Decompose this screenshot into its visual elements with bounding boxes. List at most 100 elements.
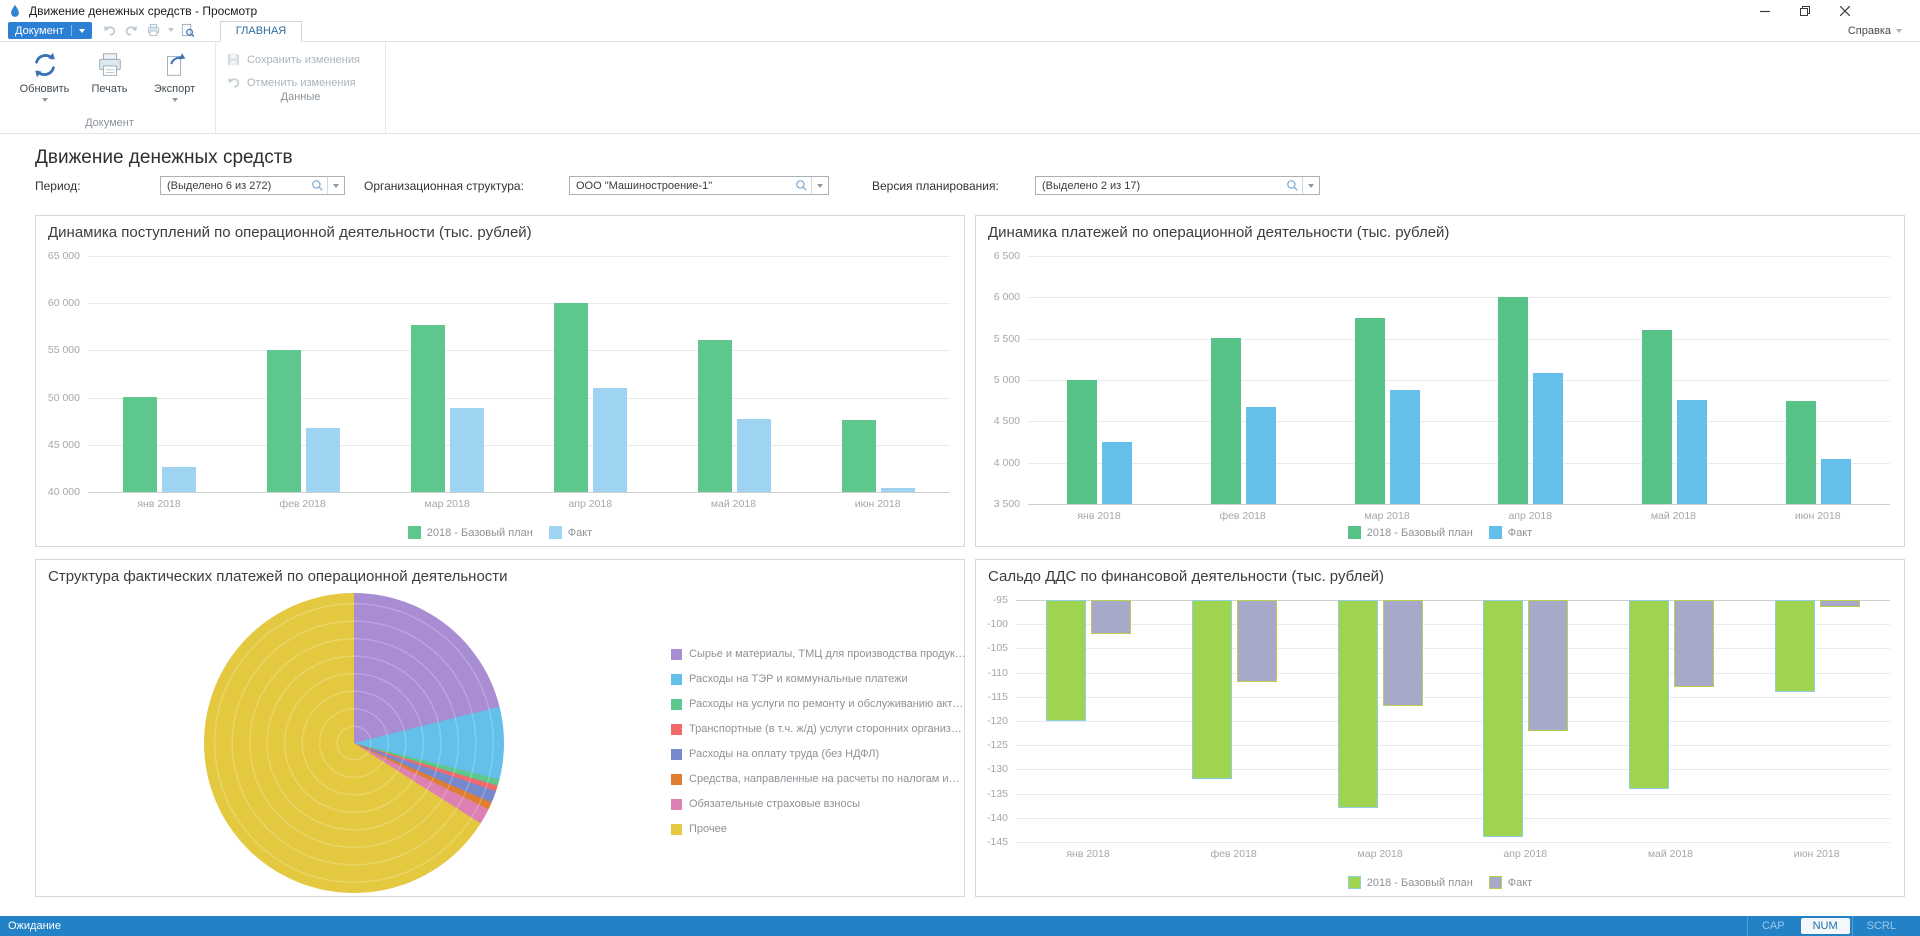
status-bar: Ожидание CAP NUM SCRL	[0, 916, 1920, 936]
bar-fact[interactable]	[1102, 442, 1133, 504]
chevron-down-icon[interactable]	[327, 177, 344, 194]
bar-fact[interactable]	[305, 427, 340, 492]
bar-plan[interactable]	[1354, 318, 1385, 504]
bar-fact[interactable]	[736, 419, 771, 492]
bar-group	[1483, 600, 1569, 842]
period-combobox[interactable]: (Выделено 6 из 272)	[160, 176, 345, 195]
gridline	[1016, 793, 1890, 795]
bar-group	[1641, 256, 1707, 504]
bar-fact[interactable]	[1528, 600, 1569, 731]
refresh-button[interactable]: Обновить	[14, 47, 75, 102]
pie-legend-item: Расходы на оплату труда (без НДФЛ)	[671, 748, 966, 760]
bar-plan[interactable]	[1191, 600, 1232, 780]
bar-plan[interactable]	[1067, 380, 1098, 504]
panel-title: Динамика платежей по операционной деятел…	[988, 224, 1450, 241]
bar-plan[interactable]	[1337, 600, 1378, 809]
undo-changes-button[interactable]: Отменить изменения	[226, 75, 371, 90]
minimize-button[interactable]	[1745, 0, 1785, 22]
refresh-dropdown-caret[interactable]	[41, 98, 48, 102]
quick-print-button[interactable]	[146, 22, 162, 38]
bar-group	[1210, 256, 1276, 504]
bar-plan[interactable]	[554, 303, 589, 492]
gridline	[1016, 721, 1890, 722]
legend-swatch	[671, 723, 682, 735]
bar-plan[interactable]	[1628, 600, 1669, 789]
legend-item: 2018 - Базовый план	[1347, 876, 1473, 889]
y-tick-label: -95	[992, 594, 1008, 606]
gridline	[1028, 421, 1890, 423]
bar-fact[interactable]	[1820, 458, 1851, 504]
bar-plan[interactable]	[1483, 600, 1524, 838]
bar-fact[interactable]	[162, 467, 197, 492]
pie-chart[interactable]	[204, 593, 504, 893]
undo-icon-button[interactable]	[102, 22, 118, 38]
restore-button[interactable]	[1785, 0, 1825, 22]
bar-fact[interactable]	[1819, 600, 1860, 608]
chevron-down-icon[interactable]	[1302, 177, 1319, 194]
bar-plan[interactable]	[1210, 337, 1241, 504]
bar-plan[interactable]	[266, 350, 301, 492]
gridline	[1016, 600, 1890, 601]
pie-legend-item: Сырье и материалы, ТМЦ для производства …	[671, 648, 966, 660]
org-structure-combobox[interactable]: ООО "Машиностроение-1"	[569, 176, 829, 195]
bar-fact[interactable]	[1676, 399, 1707, 504]
print-button[interactable]: Печать	[79, 47, 140, 95]
chevron-down-icon	[1896, 29, 1902, 33]
bar-plan[interactable]	[841, 420, 876, 492]
help-button[interactable]: Справка	[1848, 25, 1902, 37]
x-axis-label: фев 2018	[1210, 848, 1257, 860]
y-tick-label: -140	[986, 811, 1008, 824]
indicator-scrl: SCRL	[1851, 916, 1910, 936]
bar-fact[interactable]	[1389, 389, 1420, 504]
bar-fact[interactable]	[449, 407, 484, 492]
bar-fact[interactable]	[1673, 600, 1714, 688]
search-icon[interactable]	[791, 179, 811, 192]
bar-series	[1028, 256, 1890, 504]
document-menu-button[interactable]: Документ	[8, 22, 92, 39]
bar-group	[1337, 600, 1423, 842]
bar-group	[697, 256, 771, 492]
bar-plan[interactable]	[1785, 400, 1816, 504]
legend-label: Средства, направленные на расчеты по нал…	[689, 773, 960, 785]
redo-icon-button[interactable]	[124, 22, 140, 38]
bar-fact[interactable]	[1382, 600, 1423, 707]
pie-legend-item: Расходы на ТЭР и коммунальные платежи	[671, 673, 966, 685]
y-tick-label: -130	[986, 763, 1008, 776]
bar-plan[interactable]	[697, 340, 732, 492]
search-icon[interactable]	[307, 179, 327, 192]
ribbon-tab-row: Документ ГЛАВНАЯ Справка	[0, 21, 1920, 42]
plan-version-combobox[interactable]: (Выделено 2 из 17)	[1035, 176, 1320, 195]
bar-fact[interactable]	[1091, 600, 1132, 634]
legend-swatch	[671, 748, 682, 760]
bar-fact[interactable]	[593, 388, 628, 492]
search-icon[interactable]	[1282, 179, 1302, 192]
x-axis-label: июн 2018	[854, 498, 901, 510]
tab-glavnaya[interactable]: ГЛАВНАЯ	[219, 21, 303, 42]
export-button[interactable]: Экспорт	[144, 47, 205, 102]
bar-plan[interactable]	[1641, 330, 1672, 504]
export-label: Экспорт	[153, 83, 196, 95]
print-preview-button[interactable]	[180, 22, 196, 38]
bar-plan[interactable]	[1046, 600, 1087, 721]
refresh-icon	[34, 52, 55, 78]
export-dropdown-caret[interactable]	[171, 98, 178, 102]
bar-fact[interactable]	[1533, 372, 1564, 504]
bar-plan[interactable]	[410, 324, 445, 492]
bar-fact[interactable]	[1236, 600, 1277, 683]
gridline	[1028, 504, 1890, 505]
print-dropdown-caret[interactable]	[167, 28, 174, 32]
close-button[interactable]	[1825, 0, 1865, 22]
chevron-down-icon[interactable]	[811, 177, 828, 194]
chart-plot-area: 6 500 6 000 5 500 5 000 4 500 4 000 3 500	[994, 250, 1890, 510]
bar-fact[interactable]	[1245, 407, 1276, 504]
pie-legend-item: Расходы на услуги по ремонту и обслужива…	[671, 698, 966, 710]
legend-label: Транспортные (в т.ч. ж/д) услуги сторонн…	[689, 723, 962, 735]
indicator-cap: CAP	[1746, 916, 1799, 936]
y-tick-label: 55 000	[47, 344, 80, 357]
bar-fact[interactable]	[880, 488, 915, 492]
bar-plan[interactable]	[1774, 600, 1815, 692]
group-label-data: Данные	[280, 91, 321, 103]
bar-plan[interactable]	[123, 396, 158, 492]
bar-plan[interactable]	[1498, 296, 1529, 504]
save-changes-button[interactable]: Сохранить изменения	[226, 52, 371, 67]
